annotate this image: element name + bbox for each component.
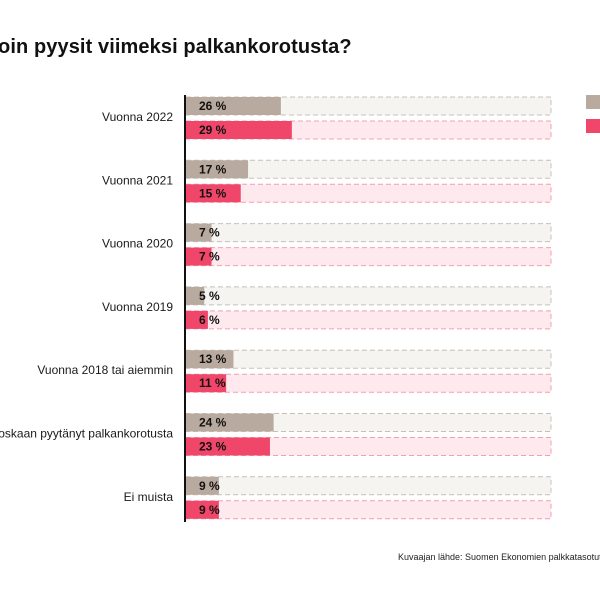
bar xyxy=(186,350,234,369)
value-label: 6 % xyxy=(199,313,220,327)
category-label: Vuonna 2019 xyxy=(102,300,173,314)
value-label: 29 % xyxy=(199,123,227,137)
bar-track xyxy=(185,310,552,330)
value-label: 9 % xyxy=(199,479,220,493)
bar xyxy=(186,121,292,139)
value-label: 9 % xyxy=(199,503,220,517)
bar xyxy=(186,286,205,305)
category-label: Vuonna 2020 xyxy=(102,237,173,251)
bar xyxy=(186,476,219,495)
bar xyxy=(186,500,219,519)
category-label: Vuonna 2018 tai aiemmin xyxy=(37,363,173,377)
legend-swatch-series-a xyxy=(586,95,600,109)
bar xyxy=(186,310,208,329)
source-note: Kuvaajan lähde: Suomen Ekonomien palkkat… xyxy=(398,552,600,562)
bar xyxy=(186,437,270,456)
bar xyxy=(186,184,241,203)
value-label: 13 % xyxy=(199,352,227,366)
bar xyxy=(186,413,274,432)
bar xyxy=(186,160,249,179)
bar-track xyxy=(185,247,552,267)
bar-track xyxy=(185,476,552,496)
value-label: 7 % xyxy=(199,250,220,264)
chart-title: oin pyysit viimeksi palkankorotusta? xyxy=(0,36,352,58)
category-label: oskaan pyytänyt palkankorotusta xyxy=(0,427,173,441)
bar xyxy=(186,374,227,393)
legend-swatch-series-b xyxy=(586,119,600,133)
category-label: Ei muista xyxy=(124,490,174,504)
value-label: 23 % xyxy=(199,440,227,454)
bar-track xyxy=(185,500,552,520)
value-label: 15 % xyxy=(199,186,227,200)
value-label: 17 % xyxy=(199,162,227,176)
value-label: 26 % xyxy=(199,99,227,113)
category-label: Vuonna 2022 xyxy=(102,110,173,124)
value-label: 7 % xyxy=(199,226,220,240)
bar xyxy=(186,247,212,266)
bar-track xyxy=(185,223,552,243)
value-label: 11 % xyxy=(199,376,226,390)
value-label: 24 % xyxy=(199,416,227,430)
bar xyxy=(186,97,281,115)
bar-track xyxy=(185,349,552,369)
category-label: Vuonna 2021 xyxy=(102,173,173,187)
bar-track xyxy=(185,373,552,393)
bar xyxy=(186,223,212,242)
bar-track xyxy=(185,286,552,306)
value-label: 5 % xyxy=(199,289,220,303)
